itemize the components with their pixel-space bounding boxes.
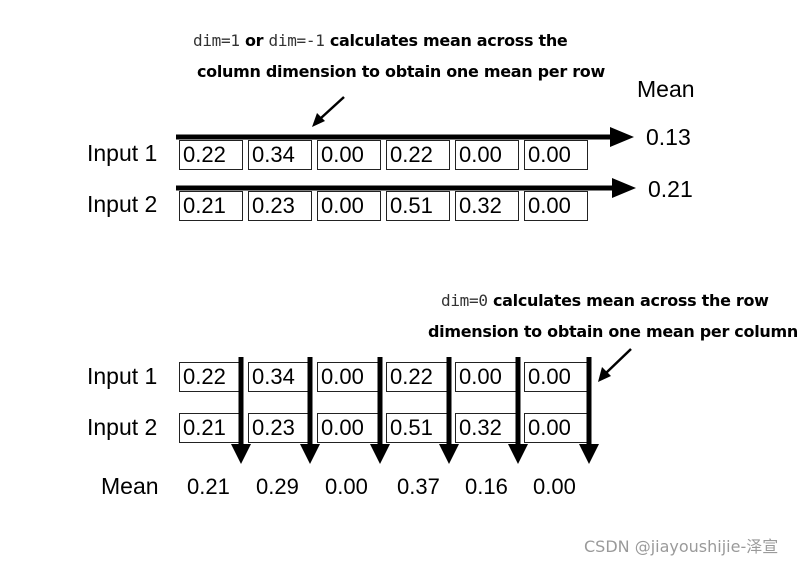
- top-input2-cell-4: 0.51: [386, 191, 450, 221]
- bottom-input1-cell-5: 0.00: [455, 362, 519, 392]
- top-row1-arrow: [176, 127, 634, 147]
- bottom-input2-cell-6: 0.00: [524, 413, 588, 443]
- top-row-label-input1: Input 1: [87, 140, 158, 166]
- top-input2-cell-2: 0.23: [248, 191, 312, 221]
- bottom-column-mean-5: 0.16: [465, 474, 508, 499]
- bottom-input2-cell-1: 0.21: [179, 413, 243, 443]
- bottom-column3-arrow: [370, 357, 390, 464]
- top-row2-arrow: [176, 178, 636, 198]
- bottom-input2-cell-2: 0.23: [248, 413, 312, 443]
- bottom-input1-cell-3: 0.00: [317, 362, 381, 392]
- top-input2-cell-5: 0.32: [455, 191, 519, 221]
- top-pointer-arrow: [312, 96, 345, 127]
- bottom-input2-cell-5: 0.32: [455, 413, 519, 443]
- top-row2-mean-value: 0.21: [648, 176, 693, 202]
- top-input2-cell-3: 0.00: [317, 191, 381, 221]
- bottom-column-mean-1: 0.21: [187, 474, 230, 499]
- bottom-column-mean-3: 0.00: [325, 474, 368, 499]
- bottom-note-line1-text: calculates mean across the row: [492, 291, 769, 310]
- bottom-input1-cell-1: 0.22: [179, 362, 243, 392]
- top-note-or: or: [244, 31, 264, 50]
- bottom-input2-cell-4: 0.51: [386, 413, 450, 443]
- top-input1-cell-2: 0.34: [248, 140, 312, 170]
- bottom-column4-arrow: [439, 357, 459, 464]
- top-note-code-dim-neg1: dim=-1: [268, 31, 325, 50]
- bottom-column1-arrow: [231, 357, 251, 464]
- top-row-label-input2: Input 2: [87, 191, 158, 217]
- bottom-row-label-input1: Input 1: [87, 363, 158, 389]
- top-input2-cell-6: 0.00: [524, 191, 588, 221]
- top-note-line1: dim=1 or dim=-1 calculates mean across t…: [193, 26, 568, 56]
- top-row1-mean-value: 0.13: [646, 124, 691, 150]
- top-mean-header: Mean: [637, 76, 695, 102]
- top-input2-cell-1: 0.21: [179, 191, 243, 221]
- watermark: CSDN @jiayoushijie-泽宣: [584, 537, 779, 556]
- bottom-note-line2: dimension to obtain one mean per column: [428, 322, 798, 341]
- bottom-pointer-arrow: [598, 348, 632, 382]
- bottom-column-mean-6: 0.00: [533, 474, 576, 499]
- bottom-column6-arrow: [579, 357, 599, 464]
- top-input1-cell-6: 0.00: [524, 140, 588, 170]
- bottom-column5-arrow: [508, 357, 528, 464]
- top-note-code-dim1: dim=1: [193, 31, 240, 50]
- top-input1-cell-5: 0.00: [455, 140, 519, 170]
- bottom-column-mean-4: 0.37: [397, 474, 440, 499]
- bottom-row-label-input2: Input 2: [87, 414, 158, 440]
- top-input1-cell-1: 0.22: [179, 140, 243, 170]
- bottom-note-code-dim0: dim=0: [441, 291, 488, 310]
- bottom-mean-label: Mean: [101, 473, 159, 499]
- bottom-note-line1: dim=0 calculates mean across the row: [441, 286, 769, 316]
- top-input1-cell-4: 0.22: [386, 140, 450, 170]
- bottom-input1-cell-2: 0.34: [248, 362, 312, 392]
- top-input1-cell-3: 0.00: [317, 140, 381, 170]
- top-note-line1-text: calculates mean across the: [329, 31, 568, 50]
- bottom-input1-cell-6: 0.00: [524, 362, 588, 392]
- bottom-column2-arrow: [300, 357, 320, 464]
- bottom-input2-cell-3: 0.00: [317, 413, 381, 443]
- top-note-line2: column dimension to obtain one mean per …: [197, 62, 605, 81]
- bottom-column-mean-2: 0.29: [256, 474, 299, 499]
